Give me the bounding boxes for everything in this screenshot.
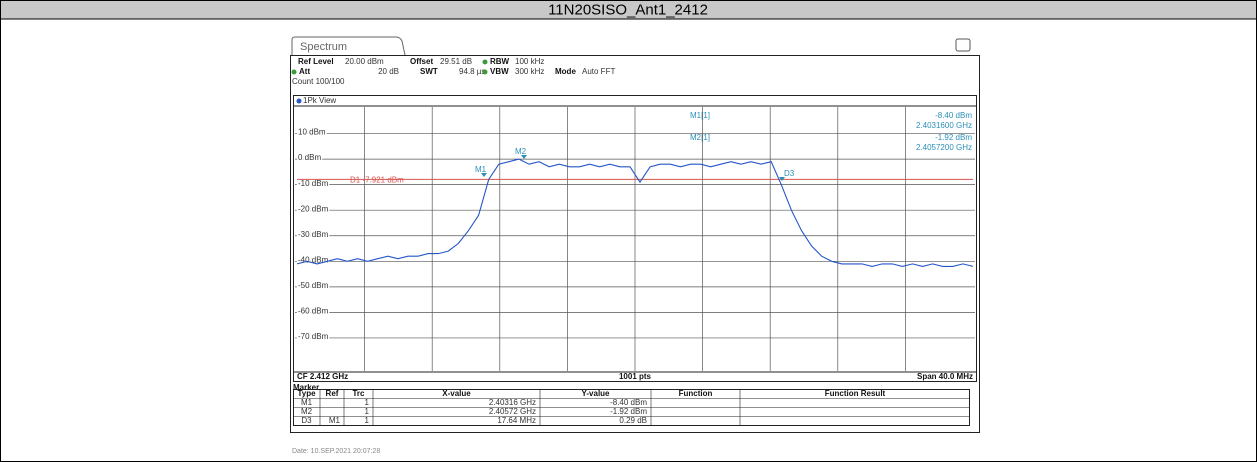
plot-window — [293, 95, 977, 382]
y-tick-label: -10 dBm — [298, 179, 329, 188]
column-header: Ref — [326, 389, 339, 398]
column-header: X-value — [442, 389, 471, 398]
column-header: Function — [679, 389, 713, 398]
setting-value: 20.00 dBm — [345, 57, 384, 66]
trace — [296, 158, 974, 267]
y-tick-label: 10 dBm — [298, 128, 326, 137]
column-header: Trc — [352, 389, 365, 398]
table-cell: 2.40572 GHz — [489, 407, 536, 416]
status-dot — [482, 69, 488, 75]
y-tick-label: -20 dBm — [298, 204, 329, 213]
column-header: Type — [297, 389, 316, 398]
table-cell: 17.64 MHz — [497, 416, 536, 425]
setting-name: VBW — [490, 67, 509, 76]
table-cell: D3 — [301, 416, 312, 425]
table-cell: 0.29 dB — [619, 416, 647, 425]
setting-value: 100 kHz — [515, 57, 544, 66]
status-dot — [291, 69, 297, 75]
setting-name: Mode — [555, 67, 576, 76]
marker-label: M1 — [475, 165, 487, 174]
table-cell: 2.40316 GHz — [489, 398, 536, 407]
table-cell: -8.40 dBm — [610, 398, 647, 407]
column-header: Function Result — [825, 389, 886, 398]
display-line-label: D1 -7.921 dBm — [350, 175, 404, 184]
tab-label: Spectrum — [300, 41, 347, 53]
footer-text: 1001 pts — [619, 372, 652, 381]
footer-text: CF 2.412 GHz — [297, 372, 348, 381]
y-tick-label: -70 dBm — [298, 332, 329, 341]
tab — [291, 36, 406, 56]
y-tick-label: -30 dBm — [298, 230, 329, 239]
readout-value: -1.92 dBm — [935, 133, 972, 142]
status-dot — [482, 59, 488, 65]
marker-symbol — [521, 155, 527, 159]
marker-label: M2 — [515, 147, 527, 156]
marker-label: D3 — [784, 169, 795, 178]
marker-symbol — [481, 173, 487, 177]
count: Count 100/100 — [292, 77, 345, 86]
table-cell: -1.92 dBm — [610, 407, 647, 416]
readout-value: -8.40 dBm — [935, 111, 972, 120]
table-cell: M2 — [301, 407, 313, 416]
table-cell: 1 — [365, 407, 370, 416]
y-tick-label: -60 dBm — [298, 307, 329, 316]
setting-value: 94.8 µs — [459, 67, 485, 76]
table-cell: M1 — [301, 398, 313, 407]
setting-name: RBW — [490, 57, 510, 66]
table-cell: 1 — [365, 416, 370, 425]
trace-dot — [296, 98, 302, 104]
footer-text: Span 40.0 MHz — [917, 372, 973, 381]
report-title: 11N20SISO_Ant1_2412 — [548, 1, 708, 18]
setting-name: SWT — [420, 67, 438, 76]
y-tick-label: 0 dBm — [298, 153, 321, 162]
readout-value: 2.4057200 GHz — [916, 143, 972, 152]
setting-value: Auto FFT — [582, 67, 615, 76]
setting-name: Att — [299, 67, 310, 76]
setting-name: Ref Level — [298, 57, 334, 66]
marker-table-title: Marker — [293, 383, 319, 392]
date: Date: 10.SEP.2021 20:07:28 — [292, 448, 380, 455]
marker-table: Type Ref Trc X-value Y-value Function Function… — [293, 389, 970, 426]
table-cell: 1 — [365, 398, 370, 407]
readout-label: M2[1] — [690, 133, 710, 142]
y-tick-label: -50 dBm — [298, 281, 329, 290]
marker-symbol — [779, 177, 785, 181]
readout-label: M1[1] — [690, 111, 710, 120]
header-band — [1, 1, 1256, 19]
setting-value: 20 dB — [378, 67, 399, 76]
setting-value: 300 kHz — [515, 67, 544, 76]
setting-value: 29.51 dB — [440, 57, 472, 66]
view-label: 1Pk View — [303, 96, 336, 105]
menu-icon — [955, 38, 971, 52]
readout-value: 2.4031600 GHz — [916, 121, 972, 130]
column-header: Y-value — [581, 389, 610, 398]
analyzer-window — [290, 55, 980, 433]
table-cell: M1 — [329, 416, 341, 425]
setting-name: Offset — [410, 57, 433, 66]
